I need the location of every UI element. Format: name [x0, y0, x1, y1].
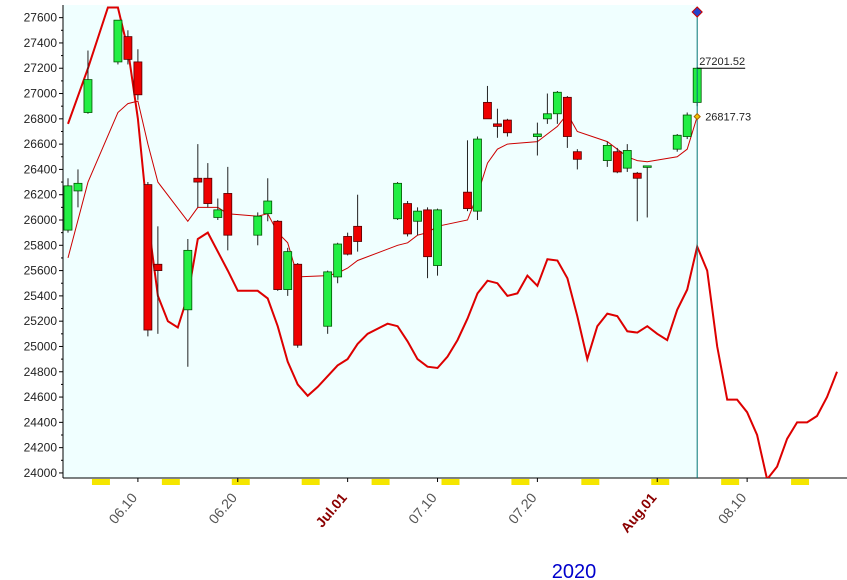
candle-body: [463, 191, 472, 210]
weekend-marker: [791, 479, 810, 485]
candle-body: [682, 114, 692, 137]
candle-body: [483, 101, 492, 120]
candle-body: [503, 119, 512, 134]
candle-body: [353, 225, 363, 242]
y-tick-label: 27000: [24, 87, 58, 101]
candle-body: [632, 172, 642, 179]
x-tick-label: 08.10: [715, 489, 750, 526]
weekend-marker: [161, 479, 180, 485]
y-tick-label: 24400: [24, 415, 58, 429]
year-label: 2020: [552, 561, 597, 580]
close-annotation: 27201.52: [699, 56, 745, 68]
y-tick-label: 26200: [24, 188, 58, 202]
candle-body: [542, 113, 552, 120]
weekend-marker: [441, 479, 460, 485]
candle-body: [323, 271, 333, 327]
candle-body: [413, 210, 422, 222]
weekend-marker: [651, 479, 670, 485]
x-tick-label: 06.10: [105, 489, 140, 526]
y-tick-label: 25200: [24, 314, 58, 328]
candle-body: [143, 184, 153, 331]
weekend-marker: [721, 479, 740, 485]
candle-body: [193, 177, 203, 183]
y-tick-label: 25000: [24, 339, 58, 353]
y-tick-label: 24600: [24, 390, 58, 404]
y-tick-label: 24800: [24, 365, 58, 379]
x-tick-label: 06.20: [205, 489, 240, 526]
candle-body: [223, 193, 233, 236]
candle-body: [333, 243, 343, 278]
candle-body: [283, 251, 293, 290]
candle-body: [642, 165, 652, 168]
candle-body: [602, 144, 612, 161]
x-tick-label: 07.10: [405, 489, 440, 526]
y-tick-label: 27200: [24, 61, 58, 75]
candle-body: [403, 203, 412, 235]
candle-body: [273, 220, 283, 290]
candle-body: [133, 61, 143, 96]
candle-body: [473, 138, 482, 212]
y-tick-label: 25400: [24, 289, 58, 303]
weekend-marker: [301, 479, 320, 485]
candle-body: [572, 151, 582, 160]
y-tick-label: 25600: [24, 264, 58, 278]
lead-line: [67, 6, 838, 478]
weekend-marker: [581, 479, 600, 485]
candle-body: [433, 209, 442, 266]
x-tick-label: Aug.01: [617, 489, 659, 535]
plot-area: [63, 6, 838, 478]
candle-body: [113, 19, 123, 63]
candle-body: [293, 263, 303, 346]
candle-body: [423, 209, 432, 258]
weekend-marker: [371, 479, 390, 485]
candle-body: [393, 182, 402, 220]
y-tick-label: 25800: [24, 238, 58, 252]
y-tick-label: 24200: [24, 441, 58, 455]
candle-body: [562, 96, 572, 137]
candle-body: [213, 209, 223, 218]
candle-body: [63, 185, 73, 231]
candle-body: [73, 182, 83, 192]
candle-body: [253, 215, 263, 236]
weekend-marker: [91, 479, 110, 485]
candle-body: [263, 200, 273, 215]
candle-body: [183, 249, 193, 311]
candle-body: [343, 236, 353, 255]
candle-body: [532, 133, 542, 137]
moving-average: [67, 100, 698, 278]
x-tick-label: 07.20: [505, 489, 540, 526]
current-day-marker: [691, 6, 703, 18]
candle-body: [153, 263, 163, 271]
y-tick-label: 26800: [24, 112, 58, 126]
weekend-marker: [511, 479, 530, 485]
ma-annotation-marker: [693, 112, 701, 121]
weekend-marker: [231, 479, 250, 485]
y-tick-label: 27600: [24, 11, 58, 25]
y-tick-label: 27400: [24, 36, 58, 50]
candle-body: [672, 134, 682, 150]
candle-body: [622, 150, 632, 169]
ma-annotation: 26817.73: [705, 112, 751, 124]
plot-background: [63, 5, 698, 478]
candle-body: [123, 36, 133, 60]
x-tick-label: Jul.01: [312, 489, 350, 530]
candle-body: [612, 151, 622, 173]
candle-body: [552, 91, 562, 115]
y-tick-label: 24000: [24, 466, 58, 480]
y-tick-label: 26600: [24, 137, 58, 151]
y-tick-label: 26400: [24, 162, 58, 176]
candle-body: [203, 177, 213, 204]
candle-body: [83, 79, 93, 113]
y-tick-label: 26000: [24, 213, 58, 227]
candle-body: [493, 123, 502, 127]
